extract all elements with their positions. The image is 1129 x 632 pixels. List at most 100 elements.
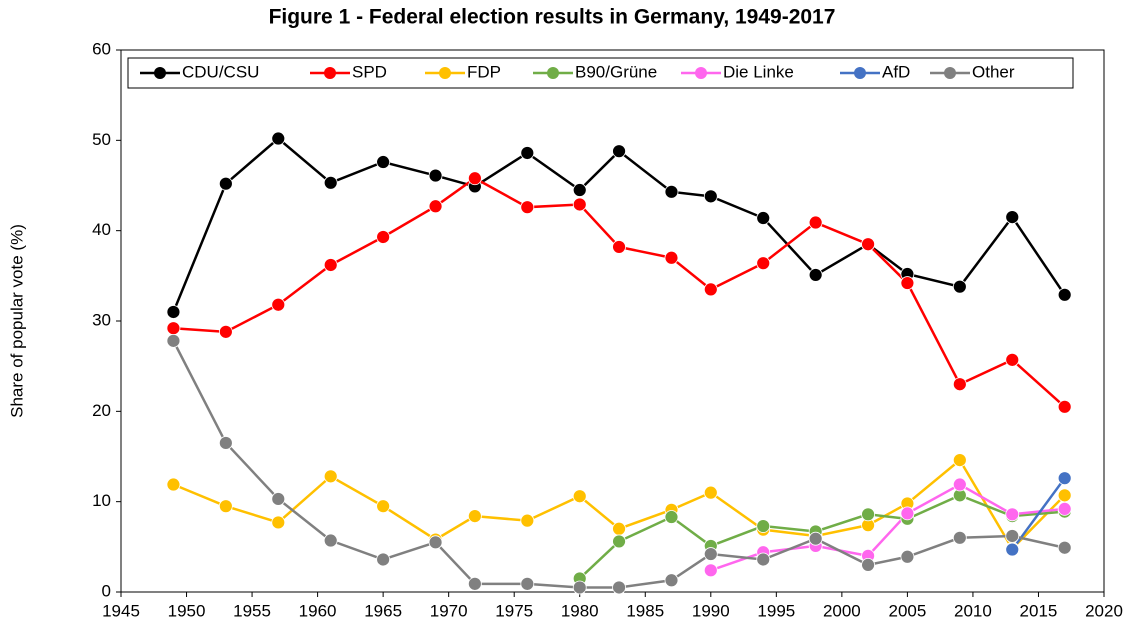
series-marker [428, 535, 443, 550]
legend-marker [439, 67, 451, 79]
series-marker [1057, 540, 1072, 555]
series-marker [1005, 210, 1020, 225]
series-marker [1057, 287, 1072, 302]
series-marker [323, 258, 338, 272]
series-marker [323, 469, 338, 484]
legend-box [127, 57, 1074, 89]
series-marker [952, 279, 967, 294]
series-marker [467, 576, 482, 591]
legend-label: B90/Grüne [575, 62, 657, 81]
series-marker [271, 515, 286, 530]
series-marker [952, 453, 967, 468]
series-marker [166, 321, 181, 336]
series-marker [376, 230, 391, 244]
y-tick-label: 40 [92, 220, 111, 239]
series-marker [520, 513, 535, 528]
x-tick-label: 1965 [364, 601, 402, 620]
series-marker [664, 250, 679, 265]
series-line [710, 483, 1065, 572]
series-marker [756, 211, 771, 225]
series-marker [861, 507, 875, 522]
series-marker [166, 333, 181, 348]
series-marker [166, 305, 181, 319]
series-marker [467, 171, 482, 186]
series-marker [703, 189, 718, 204]
chart-title: Figure 1 - Federal election results in G… [269, 6, 836, 29]
series-line [172, 340, 1065, 589]
legend-label: CDU/CSU [182, 62, 259, 81]
series-marker [808, 531, 823, 546]
series-marker [218, 324, 233, 339]
legend-marker [944, 67, 956, 79]
series-marker [1005, 542, 1020, 557]
series-marker [323, 175, 338, 190]
legend-marker [854, 67, 866, 79]
x-tick-label: 1980 [561, 601, 599, 620]
series-marker [428, 168, 443, 183]
series-marker [703, 282, 718, 297]
series-marker [612, 580, 626, 595]
series-marker [271, 131, 286, 146]
legend-marker [547, 67, 559, 79]
legend-marker [695, 67, 707, 79]
x-tick-label: 1955 [233, 601, 271, 620]
series-marker [1057, 488, 1072, 503]
series-marker [218, 436, 233, 450]
series-marker [664, 510, 679, 524]
x-tick-label: 1985 [626, 601, 664, 620]
y-tick-label: 20 [92, 401, 111, 420]
series-marker [572, 489, 587, 504]
legend-marker [324, 67, 336, 79]
x-tick-label: 1975 [495, 601, 533, 620]
x-tick-label: 1990 [692, 601, 730, 620]
x-tick-label: 2015 [1020, 601, 1058, 620]
series-marker [1057, 471, 1072, 486]
series-marker [271, 297, 286, 312]
series-marker [520, 146, 535, 160]
series-marker [1057, 501, 1072, 516]
series-marker [756, 256, 771, 271]
legend-marker [154, 67, 166, 79]
series-marker [428, 199, 443, 214]
legend-label: Die Linke [723, 62, 794, 81]
x-tick-label: 1960 [299, 601, 337, 620]
x-tick-label: 2000 [823, 601, 861, 620]
y-tick-label: 60 [92, 39, 111, 58]
x-tick-label: 2020 [1085, 601, 1123, 620]
series-marker [952, 377, 967, 392]
series-marker [952, 530, 967, 545]
series-marker [166, 477, 181, 492]
series-marker [612, 144, 626, 159]
series-marker [520, 576, 535, 591]
y-tick-label: 50 [92, 130, 111, 149]
legend-label: Other [972, 62, 1015, 81]
series-marker [520, 200, 535, 215]
series-marker [756, 552, 771, 567]
series-marker [861, 237, 875, 252]
series-marker [376, 499, 391, 514]
series-marker [612, 521, 626, 536]
series-marker [572, 580, 587, 595]
series-marker [572, 183, 587, 197]
series-marker [900, 276, 915, 290]
legend-label: FDP [467, 62, 501, 81]
y-tick-label: 10 [92, 491, 111, 510]
y-tick-label: 0 [102, 581, 111, 600]
series-marker [376, 552, 391, 567]
series-marker [218, 176, 233, 191]
x-tick-label: 2010 [954, 601, 992, 620]
series-marker [900, 549, 915, 564]
series-marker [218, 499, 233, 514]
series-marker [1005, 507, 1020, 522]
series-marker [1005, 529, 1020, 543]
series-marker [1057, 399, 1072, 414]
legend-label: SPD [352, 62, 387, 81]
plot-area [120, 49, 1105, 593]
series-marker [703, 563, 718, 578]
y-tick-label: 30 [92, 310, 111, 329]
x-tick-label: 1995 [757, 601, 795, 620]
series-line [173, 176, 1066, 408]
series-marker [271, 492, 286, 506]
series-marker [756, 519, 771, 533]
